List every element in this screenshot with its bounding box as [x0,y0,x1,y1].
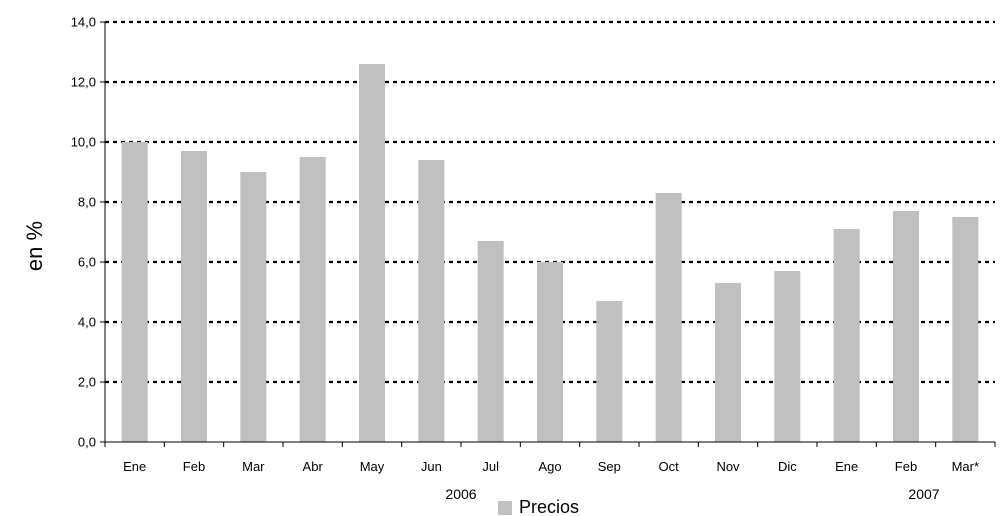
bar-dic-12 [774,271,801,442]
x-tick-label: Sep [598,459,621,474]
y-axis-title: en % [22,221,47,271]
bar-sep-9 [596,301,623,442]
bar-abr-4 [299,157,326,442]
bar-jun-6 [418,160,445,442]
x-tick-label: Ene [835,459,858,474]
y-tick-label: 10,0 [71,135,96,150]
x-tick-label: Abr [303,459,324,474]
legend: Precios [498,497,579,516]
year-group-label: 2006 [445,486,476,502]
x-tick-label: Feb [183,459,205,474]
x-tick-label: Ene [123,459,146,474]
bar-jul-7 [477,241,504,442]
bar-oct-10 [655,193,682,442]
x-tick-label: Dic [778,459,797,474]
bar-mar-3 [240,172,267,442]
y-tick-label: 14,0 [71,15,96,30]
x-tick-label: Mar* [952,459,979,474]
y-tick-label: 2,0 [78,375,96,390]
y-tick-label: 4,0 [78,315,96,330]
label-layer: 0,0 2,0 4,0 6,0 8,0 10,0 12,0 14,0 Ene Feb Mar Abr M… [71,15,979,503]
x-tick-label: May [360,459,385,474]
legend-label: Precios [519,497,579,516]
bar-layer [121,64,979,442]
year-group-label: 2007 [908,486,939,502]
x-tick-label: Ago [538,459,561,474]
bar-may-5 [359,64,385,442]
bar-ene-1 [121,142,148,442]
bar-mar-15 [952,217,979,442]
x-tick-label: Jul [482,459,499,474]
y-tick-label: 12,0 [71,75,96,90]
bar-ene-13 [833,229,860,442]
y-tick-label: 6,0 [78,255,96,270]
bar-nov-11 [715,283,741,442]
x-tick-label: Mar [242,459,265,474]
y-tick-label: 8,0 [78,195,96,210]
bar-feb-14 [893,211,919,442]
y-tick-label: 0,0 [78,435,96,450]
axis-layer [100,21,996,447]
x-tick-label: Jun [421,459,442,474]
bar-ago-8 [537,262,563,442]
x-tick-label: Oct [659,459,680,474]
bar-feb-2 [181,151,207,442]
legend-swatch [498,501,512,515]
x-tick-label: Feb [895,459,917,474]
x-tick-label: Nov [716,459,740,474]
